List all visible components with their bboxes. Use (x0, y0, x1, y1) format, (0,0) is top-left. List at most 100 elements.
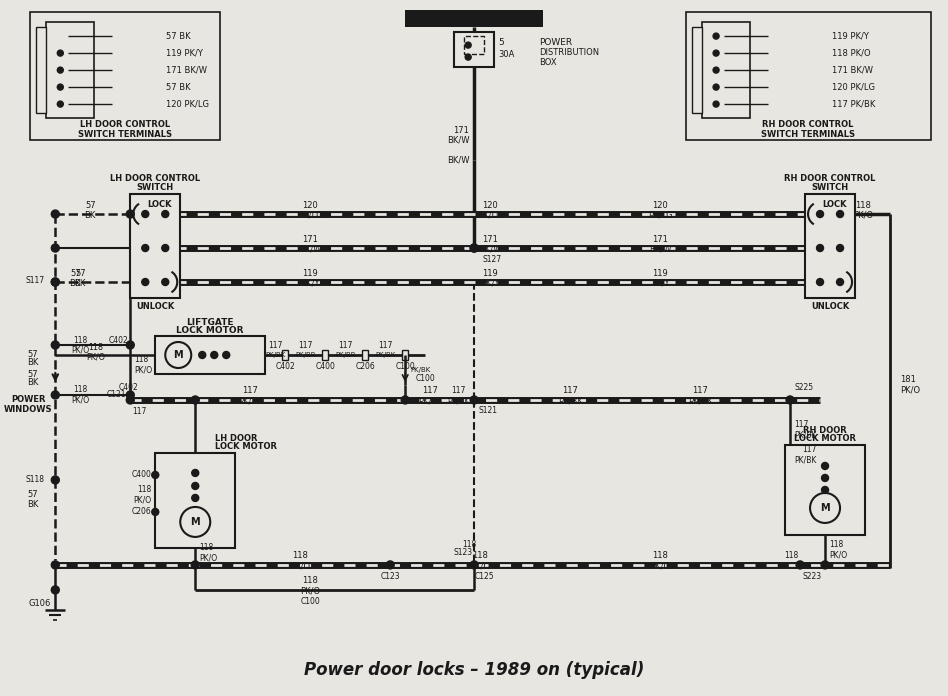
Circle shape (162, 211, 169, 218)
Circle shape (191, 494, 199, 501)
Text: PK/BK: PK/BK (687, 397, 713, 406)
Text: LOCK: LOCK (147, 200, 172, 209)
Text: 117: 117 (338, 340, 353, 349)
Bar (405, 10, 543, 27)
Text: PK/O: PK/O (199, 553, 217, 562)
Text: 118: 118 (292, 551, 308, 560)
Text: 57: 57 (85, 200, 96, 209)
Text: PK/O: PK/O (85, 352, 105, 361)
Bar (805, 194, 855, 298)
Circle shape (126, 396, 135, 404)
Circle shape (810, 493, 840, 523)
Circle shape (142, 278, 149, 285)
Text: LOCK MOTOR: LOCK MOTOR (176, 326, 244, 335)
Text: BK: BK (84, 211, 96, 219)
Text: PK/LG: PK/LG (298, 211, 322, 219)
Circle shape (386, 561, 394, 569)
Text: 118: 118 (652, 551, 668, 560)
Text: 118: 118 (302, 576, 319, 585)
Circle shape (51, 561, 60, 569)
Bar (785, 445, 865, 535)
Bar (402, 350, 409, 360)
Text: C125: C125 (474, 572, 494, 581)
Text: SWITCH: SWITCH (137, 182, 173, 191)
Text: LOCK: LOCK (822, 200, 847, 209)
Text: LIFTGATE: LIFTGATE (187, 317, 234, 326)
Text: 118: 118 (472, 551, 488, 560)
Text: PK/BR: PK/BR (295, 352, 316, 358)
Text: BK: BK (27, 379, 38, 388)
Circle shape (465, 54, 471, 60)
Bar (702, 22, 750, 118)
Text: 119: 119 (302, 269, 319, 278)
Text: PK/LG: PK/LG (478, 211, 502, 219)
Circle shape (51, 278, 60, 286)
Text: PK/O: PK/O (290, 562, 310, 571)
Text: Power door locks – 1989 on (typical): Power door locks – 1989 on (typical) (304, 661, 645, 679)
Text: PK/O: PK/O (830, 551, 848, 560)
Circle shape (126, 341, 135, 349)
Circle shape (199, 351, 206, 358)
Text: 57 BK: 57 BK (166, 83, 191, 92)
Circle shape (821, 561, 830, 569)
Text: 30A: 30A (498, 49, 515, 58)
Circle shape (191, 482, 199, 489)
Circle shape (401, 396, 410, 404)
Text: 118: 118 (88, 342, 102, 351)
Text: 117: 117 (243, 386, 258, 395)
Text: 171: 171 (483, 235, 498, 244)
Text: 117: 117 (268, 340, 283, 349)
Text: S223: S223 (802, 572, 821, 581)
Text: 117: 117 (794, 420, 809, 429)
Text: 117: 117 (803, 445, 817, 454)
Text: SWITCH TERMINALS: SWITCH TERMINALS (761, 129, 855, 139)
Text: C123: C123 (380, 572, 400, 581)
Text: 117: 117 (562, 386, 578, 395)
Text: BK: BK (27, 500, 38, 509)
Text: 117: 117 (422, 386, 438, 395)
Circle shape (51, 341, 60, 349)
Circle shape (126, 391, 135, 399)
Text: PK/BR: PK/BR (335, 352, 356, 358)
Bar (362, 350, 368, 360)
Text: PK/BK: PK/BK (557, 397, 583, 406)
Text: 118: 118 (73, 335, 87, 345)
Circle shape (142, 244, 149, 251)
Text: POWER: POWER (11, 395, 46, 404)
Circle shape (822, 475, 829, 482)
Text: BK/W: BK/W (648, 244, 671, 253)
Text: SWITCH: SWITCH (811, 182, 848, 191)
Text: S225: S225 (794, 383, 813, 393)
Text: 118: 118 (73, 386, 87, 395)
Bar (46, 22, 94, 118)
Text: 120 PK/LG: 120 PK/LG (832, 83, 875, 92)
Text: PK/O: PK/O (71, 345, 89, 354)
Text: PK/O: PK/O (650, 562, 670, 571)
Text: LH DOOR CONTROL: LH DOOR CONTROL (110, 173, 200, 182)
Circle shape (816, 211, 824, 218)
Text: PK/Y: PK/Y (301, 278, 319, 287)
Text: PK/O: PK/O (301, 587, 320, 595)
Text: S121: S121 (478, 406, 497, 416)
Circle shape (836, 278, 844, 285)
Text: C402: C402 (275, 363, 295, 372)
Circle shape (51, 244, 60, 252)
Text: 117: 117 (298, 340, 313, 349)
Text: PK/O: PK/O (900, 386, 921, 395)
Bar (465, 36, 484, 54)
Circle shape (470, 561, 478, 569)
Text: S118: S118 (26, 475, 45, 484)
Circle shape (816, 278, 824, 285)
Circle shape (191, 396, 199, 404)
Text: PK/BK: PK/BK (410, 367, 430, 373)
Text: UNLOCK: UNLOCK (137, 301, 174, 310)
Circle shape (126, 210, 135, 218)
Text: 117: 117 (133, 407, 147, 416)
Text: PK/BK: PK/BK (375, 352, 395, 358)
Circle shape (165, 342, 191, 368)
Circle shape (51, 391, 60, 399)
Bar (155, 453, 235, 548)
Text: 119: 119 (652, 269, 668, 278)
Circle shape (786, 396, 794, 404)
Bar (290, 598, 330, 599)
